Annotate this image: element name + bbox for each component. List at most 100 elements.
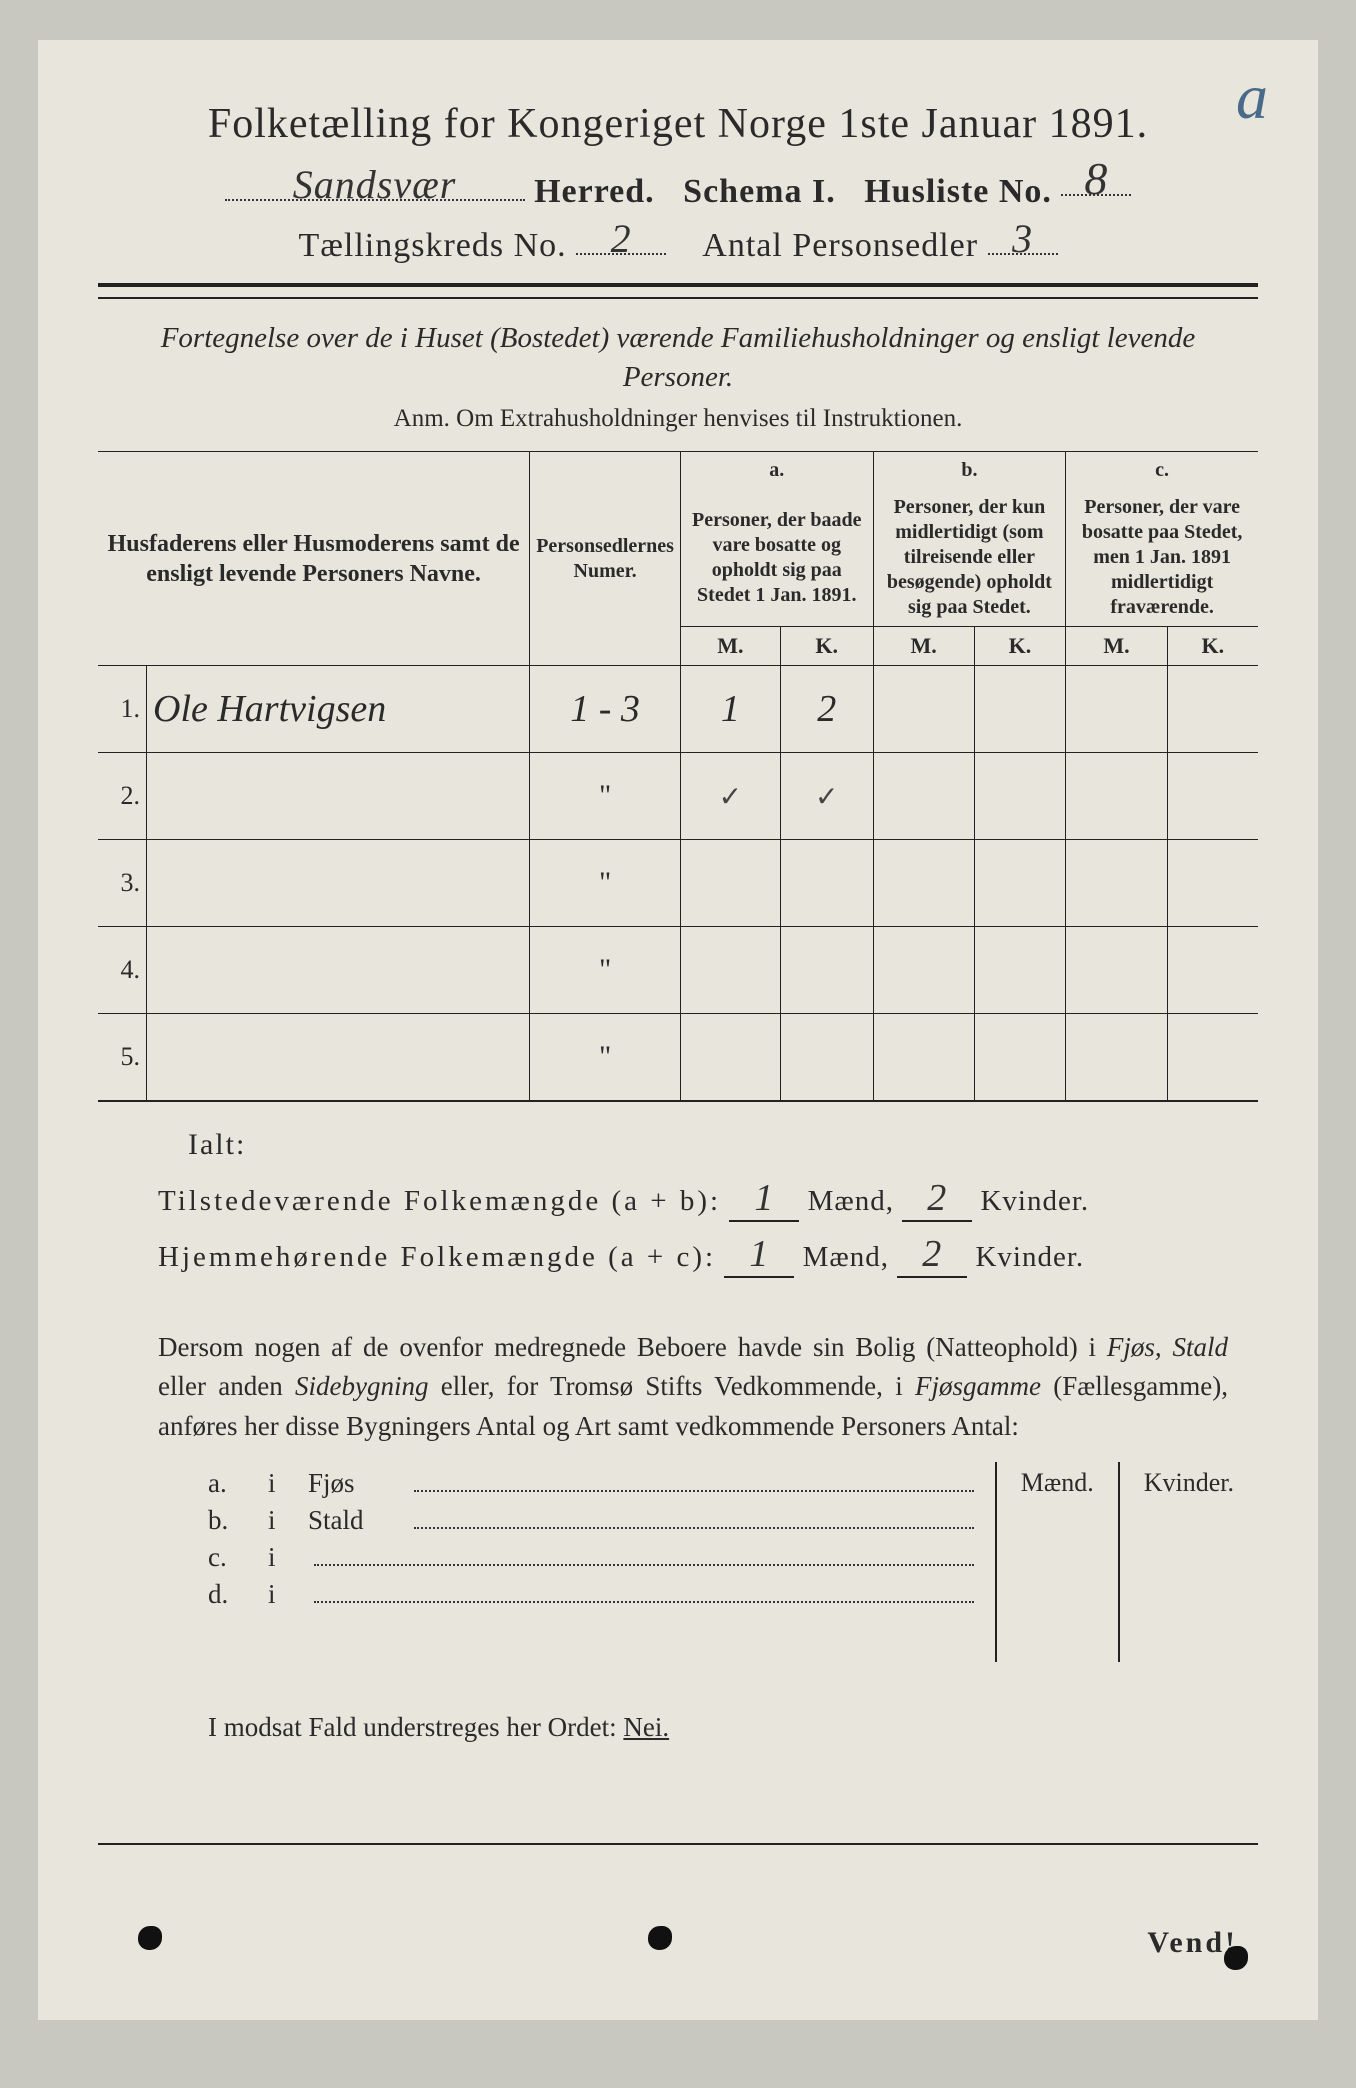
row-num: 2. bbox=[98, 753, 147, 840]
main-title: Folketælling for Kongeriget Norge 1ste J… bbox=[98, 100, 1258, 148]
cell: 1 bbox=[680, 666, 780, 753]
col-numer-header: Personsedlernes Numer. bbox=[530, 452, 681, 666]
husliste-value: 8 bbox=[1084, 152, 1108, 205]
table-row: 3. " bbox=[98, 840, 1258, 927]
cell: 2 bbox=[780, 666, 873, 753]
mk-columns: Mænd. Kvinder. bbox=[995, 1462, 1258, 1662]
mk-subheader-row: a. i Fjøs b. i Stald c. i d. i bbox=[98, 1462, 1258, 1662]
husliste-label: Husliste No. bbox=[864, 173, 1052, 210]
col-b-desc: Personer, der kun midlertidigt (som tilr… bbox=[873, 489, 1066, 627]
sum2-m: 1 bbox=[749, 1232, 769, 1276]
sum1-k: 2 bbox=[927, 1176, 947, 1220]
subtitle: Fortegnelse over de i Huset (Bostedet) v… bbox=[138, 319, 1218, 397]
table-row: 2. " ✓ ✓ bbox=[98, 753, 1258, 840]
cell bbox=[1066, 1014, 1167, 1101]
divider-thin bbox=[98, 297, 1258, 299]
cell bbox=[873, 927, 974, 1014]
mk-header: K. bbox=[780, 627, 873, 666]
cell bbox=[1066, 927, 1167, 1014]
cell bbox=[873, 840, 974, 927]
cell bbox=[1066, 666, 1167, 753]
kvinder-col: Kvinder. bbox=[1120, 1462, 1258, 1662]
cell bbox=[680, 927, 780, 1014]
modsat-line: I modsat Fald understreges her Ordet: Ne… bbox=[208, 1712, 1258, 1743]
punch-hole-icon bbox=[138, 1926, 162, 1950]
herred-value: Sandsvær bbox=[293, 161, 457, 208]
punch-hole-icon bbox=[1224, 1946, 1248, 1970]
antal-value: 3 bbox=[1012, 215, 1033, 262]
sublist-row: d. i bbox=[208, 1579, 980, 1610]
cell bbox=[974, 927, 1066, 1014]
cell bbox=[680, 1014, 780, 1101]
cell bbox=[780, 840, 873, 927]
sum2-k: 2 bbox=[922, 1232, 942, 1276]
sum-line-1: Tilstedeværende Folkemængde (a + b): 1 M… bbox=[158, 1176, 1258, 1222]
row-num: 1. bbox=[98, 666, 147, 753]
ialt-label: Ialt: bbox=[188, 1128, 1258, 1162]
header-line-2: Sandsvær Herred. Schema I. Husliste No. … bbox=[98, 160, 1258, 211]
cell bbox=[780, 1014, 873, 1101]
row-num: 5. bbox=[98, 1014, 147, 1101]
cell bbox=[1167, 1014, 1258, 1101]
row-name bbox=[147, 927, 530, 1014]
col-a-desc: Personer, der baade vare bosatte og opho… bbox=[680, 489, 873, 627]
schema-label: Schema I. bbox=[683, 173, 836, 210]
cell bbox=[873, 753, 974, 840]
table-row: 5. " bbox=[98, 1014, 1258, 1101]
sublist-row: a. i Fjøs bbox=[208, 1468, 980, 1499]
col-b-label: b. bbox=[873, 452, 1066, 490]
cell: ✓ bbox=[780, 753, 873, 840]
punch-hole-icon bbox=[648, 1926, 672, 1950]
cell bbox=[1066, 753, 1167, 840]
cell bbox=[974, 1014, 1066, 1101]
nei-word: Nei. bbox=[623, 1712, 669, 1742]
row-name: Ole Hartvigsen bbox=[153, 688, 386, 730]
divider-thick bbox=[98, 283, 1258, 287]
census-form-page: a Folketælling for Kongeriget Norge 1ste… bbox=[38, 40, 1318, 2020]
row-name bbox=[147, 840, 530, 927]
mk-header: M. bbox=[680, 627, 780, 666]
mk-header: K. bbox=[974, 627, 1066, 666]
row-nums: " bbox=[530, 840, 681, 927]
mk-header: M. bbox=[873, 627, 974, 666]
cell bbox=[1167, 840, 1258, 927]
cell: ✓ bbox=[680, 753, 780, 840]
row-nums: " bbox=[530, 1014, 681, 1101]
mk-header: M. bbox=[1066, 627, 1167, 666]
cell bbox=[873, 1014, 974, 1101]
corner-letter: a bbox=[1236, 60, 1268, 134]
cell bbox=[780, 927, 873, 1014]
maend-col: Mænd. bbox=[997, 1462, 1120, 1662]
cell bbox=[1167, 666, 1258, 753]
col-names-header: Husfaderens eller Husmoderens samt de en… bbox=[98, 452, 530, 666]
cell bbox=[1167, 753, 1258, 840]
col-c-desc: Personer, der vare bosatte paa Stedet, m… bbox=[1066, 489, 1258, 627]
cell bbox=[974, 840, 1066, 927]
herred-label: Herred. bbox=[534, 173, 655, 210]
row-num: 3. bbox=[98, 840, 147, 927]
row-nums: " bbox=[530, 927, 681, 1014]
anm-note: Anm. Om Extrahusholdninger henvises til … bbox=[98, 405, 1258, 433]
sum-line-2: Hjemmehørende Folkemængde (a + c): 1 Mæn… bbox=[158, 1232, 1258, 1278]
header-line-3: Tællingskreds No. 2 Antal Personsedler 3 bbox=[98, 219, 1258, 265]
table-row: 4. " bbox=[98, 927, 1258, 1014]
cell bbox=[1167, 927, 1258, 1014]
col-c-label: c. bbox=[1066, 452, 1258, 490]
row-num: 4. bbox=[98, 927, 147, 1014]
row-nums: 1 - 3 bbox=[530, 666, 681, 753]
kreds-label: Tællingskreds No. bbox=[298, 227, 566, 264]
cell bbox=[1066, 840, 1167, 927]
antal-label: Antal Personsedler bbox=[702, 227, 978, 264]
cell bbox=[680, 840, 780, 927]
table-row: 1. Ole Hartvigsen 1 - 3 1 2 bbox=[98, 666, 1258, 753]
cell bbox=[974, 666, 1066, 753]
census-table: Husfaderens eller Husmoderens samt de en… bbox=[98, 451, 1258, 1100]
sublist-row: b. i Stald bbox=[208, 1505, 980, 1536]
cell bbox=[974, 753, 1066, 840]
row-nums: " bbox=[530, 753, 681, 840]
paragraph: Dersom nogen af de ovenfor medregnede Be… bbox=[158, 1328, 1228, 1445]
mk-header: K. bbox=[1167, 627, 1258, 666]
row-name bbox=[147, 753, 530, 840]
row-name bbox=[147, 1014, 530, 1101]
cell bbox=[873, 666, 974, 753]
